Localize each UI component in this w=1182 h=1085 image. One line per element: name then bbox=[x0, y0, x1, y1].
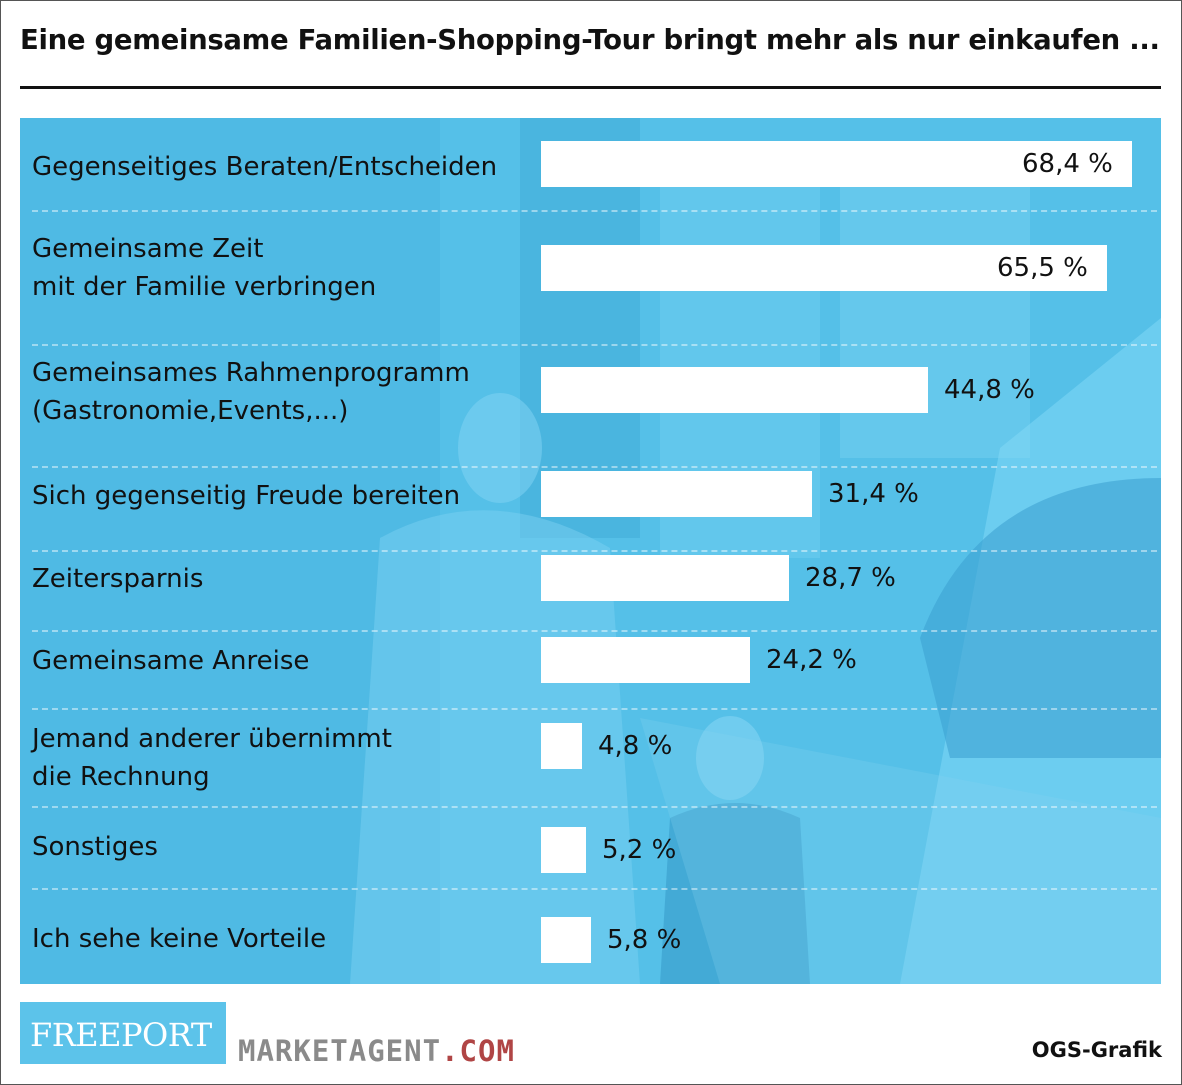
row-divider bbox=[32, 630, 1157, 632]
row-divider bbox=[32, 708, 1157, 710]
category-label: Gemeinsame Zeit mit der Familie verbring… bbox=[32, 230, 376, 306]
category-label: Sonstiges bbox=[32, 828, 158, 866]
category-label-line: (Gastronomie,Events,...) bbox=[32, 396, 349, 426]
bar bbox=[541, 917, 591, 963]
bar bbox=[541, 827, 586, 873]
category-label-line: Gemeinsame Anreise bbox=[32, 646, 310, 676]
row-divider bbox=[32, 888, 1157, 890]
title-divider bbox=[20, 86, 1161, 89]
bar bbox=[541, 555, 789, 601]
brand-suffix: .COM bbox=[441, 1034, 515, 1068]
bar bbox=[541, 471, 812, 517]
category-label-line: die Rechnung bbox=[32, 762, 210, 792]
data-label: 5,8 % bbox=[607, 925, 682, 955]
data-label: 65,5 % bbox=[997, 253, 1088, 283]
category-label-line: Zeitersparnis bbox=[32, 564, 204, 594]
category-label-line: Gemeinsame Zeit bbox=[32, 234, 264, 264]
background-photo bbox=[20, 118, 1161, 984]
bar bbox=[541, 141, 1132, 187]
bar bbox=[541, 367, 928, 413]
category-label: Gemeinsames Rahmenprogramm (Gastronomie,… bbox=[32, 354, 470, 430]
category-label-line: Gegenseitiges Beraten/Entscheiden bbox=[32, 152, 498, 182]
category-label-line: Gemeinsames Rahmenprogramm bbox=[32, 358, 470, 388]
category-label-line: Sich gegenseitig Freude bereiten bbox=[32, 481, 461, 511]
category-label: Sich gegenseitig Freude bereiten bbox=[32, 477, 460, 515]
data-label: 24,2 % bbox=[766, 645, 857, 675]
data-label: 31,4 % bbox=[828, 479, 919, 509]
data-label: 44,8 % bbox=[944, 375, 1035, 405]
row-divider bbox=[32, 344, 1157, 346]
category-label: Gemeinsame Anreise bbox=[32, 642, 309, 680]
row-divider bbox=[32, 210, 1157, 212]
category-label-line: Jemand anderer übernimmt bbox=[32, 724, 392, 754]
category-label: Ich sehe keine Vorteile bbox=[32, 920, 326, 958]
row-divider bbox=[32, 806, 1157, 808]
category-label: Jemand anderer übernimmt die Rechnung bbox=[32, 720, 392, 796]
data-label: 5,2 % bbox=[602, 835, 677, 865]
bar bbox=[541, 245, 1107, 291]
source-credit: OGS-Grafik bbox=[1031, 1038, 1162, 1062]
bar bbox=[541, 637, 750, 683]
chart-panel: Gegenseitiges Beraten/Entscheiden Gemein… bbox=[20, 118, 1161, 984]
freeport-logo: FREEPORT bbox=[20, 1002, 226, 1064]
row-divider bbox=[32, 550, 1157, 552]
freeport-logo-text: FREEPORT bbox=[30, 1016, 212, 1054]
category-label: Zeitersparnis bbox=[32, 560, 203, 598]
brand-main: MARKETAGENT bbox=[238, 1034, 442, 1068]
data-label: 28,7 % bbox=[805, 563, 896, 593]
chart-title: Eine gemeinsame Familien-Shopping-Tour b… bbox=[20, 24, 1160, 56]
marketagent-brand: MARKETAGENT.COM bbox=[238, 1034, 515, 1068]
data-label: 4,8 % bbox=[598, 731, 673, 761]
category-label-line: Ich sehe keine Vorteile bbox=[32, 924, 327, 954]
category-label-line: mit der Familie verbringen bbox=[32, 272, 377, 302]
category-label-line: Sonstiges bbox=[32, 832, 158, 862]
row-divider bbox=[32, 466, 1157, 468]
data-label: 68,4 % bbox=[1022, 149, 1113, 179]
bar bbox=[541, 723, 582, 769]
category-label: Gegenseitiges Beraten/Entscheiden bbox=[32, 148, 497, 186]
